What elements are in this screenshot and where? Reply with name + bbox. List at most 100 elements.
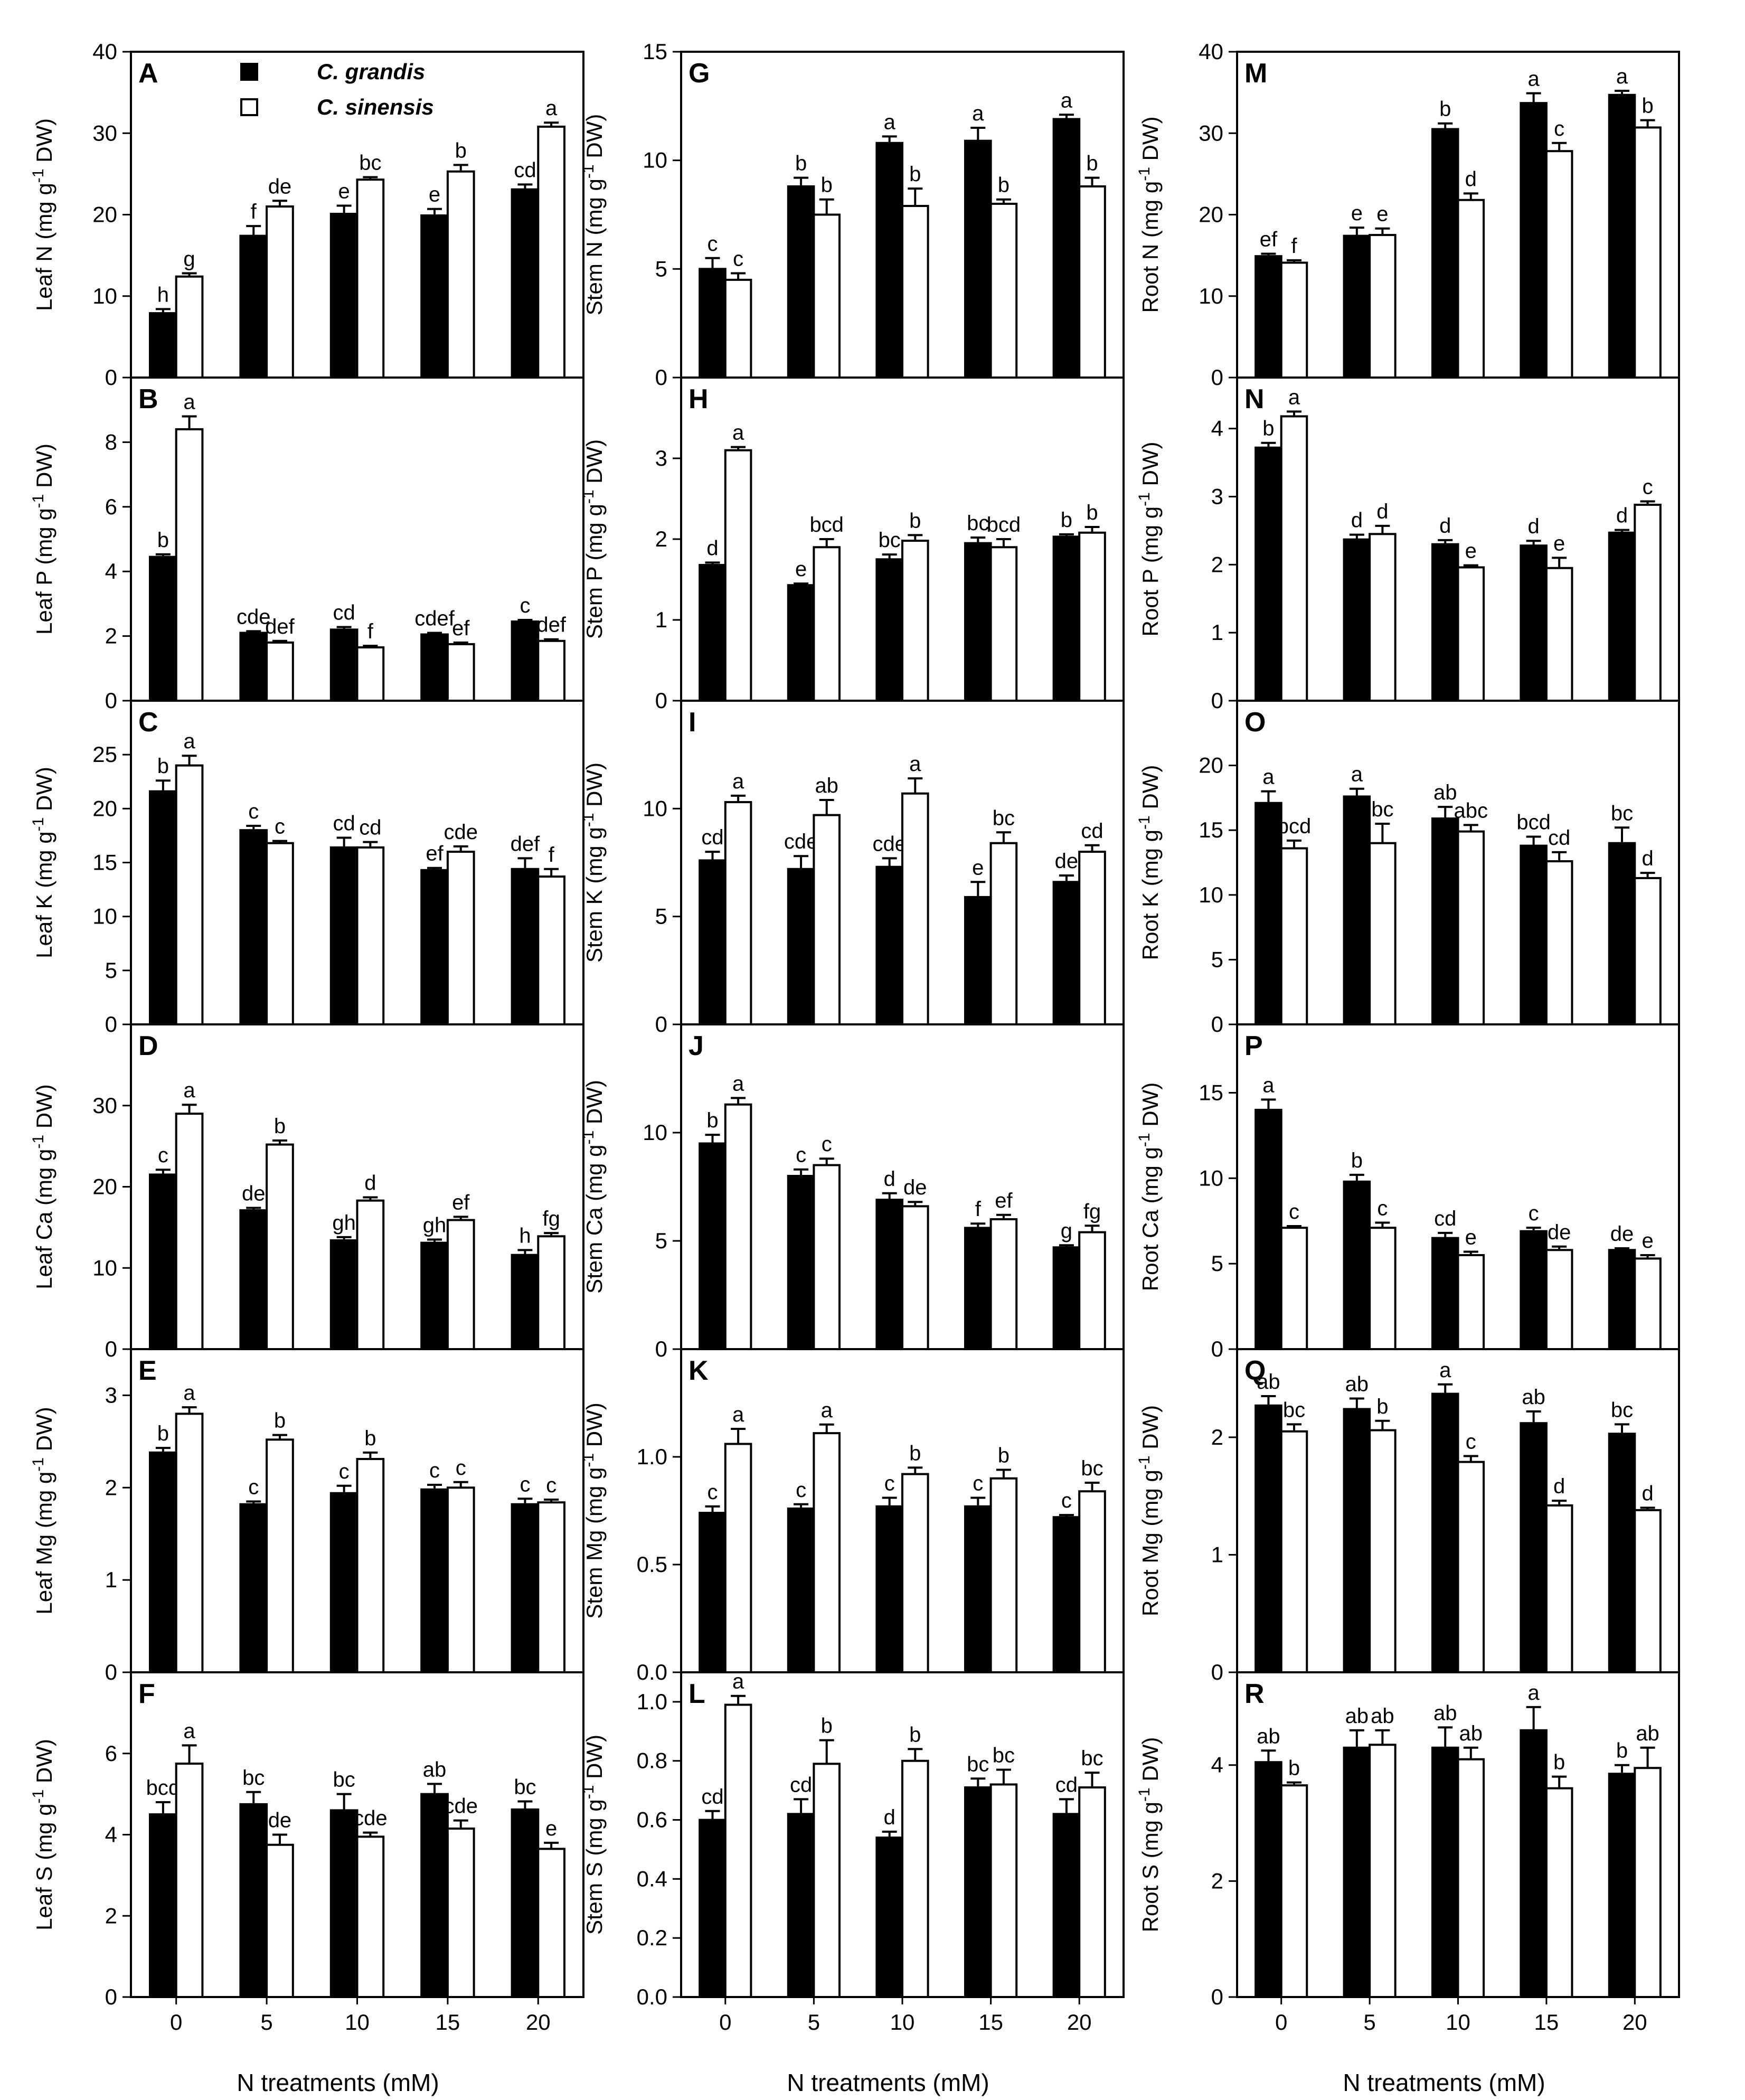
panel-n-bar-s2-5: [1369, 533, 1397, 702]
panel-c-bar-s1-20: [511, 868, 540, 1025]
panel-b-ytick-label-1: 2: [105, 624, 117, 648]
panel-q-ytick-label-0: 0: [1211, 1660, 1223, 1684]
panel-c-letter-s2-20: f: [549, 843, 555, 867]
panel-g-letter-s2-10: b: [909, 163, 921, 186]
panel-f-bar-s2-5: [266, 1843, 294, 1998]
panel-k-bar-s2-20: [1078, 1490, 1106, 1674]
panel-r-letter-s2-20: ab: [1636, 1722, 1659, 1745]
panel-l-ytick-label-0: 0.0: [637, 1984, 667, 2009]
panel-m-bar-s1-20: [1608, 93, 1636, 379]
panel-j-letter-s1-20: g: [1061, 1219, 1072, 1242]
panel-i-letter-s1-5: cde: [784, 830, 818, 853]
panel-o-letter-s2-0: bcd: [1277, 815, 1312, 838]
legend-swatch-c-grandis: [240, 63, 258, 81]
panel-f-letter-s2-10: cde: [353, 1807, 388, 1830]
panel-g-bar-s2-15: [989, 202, 1018, 379]
panel-q-letter-s1-5: ab: [1345, 1372, 1369, 1396]
panel-q-ylabel: Root Mg (mg g-1 DW): [1136, 1405, 1163, 1616]
panel-l-letter-s1-20: cd: [1055, 1773, 1078, 1796]
panel-f-ytick-label-1: 2: [105, 1903, 117, 1928]
panel-k-bar-s2-10: [901, 1473, 929, 1673]
panel-j-letter-s2-20: fg: [1083, 1200, 1101, 1223]
panel-h-letter-s2-10: b: [909, 509, 921, 532]
panel-m-ytick-label-3: 30: [1199, 120, 1223, 145]
panel-m-ytick-label-0: 0: [1211, 365, 1223, 390]
panel-j-ytick-label-0: 0: [655, 1336, 667, 1361]
panel-n-ytick-label-3: 3: [1211, 484, 1223, 508]
panel-n-bar-s2-10: [1457, 566, 1485, 702]
panel-g-bar-s2-10: [901, 205, 929, 379]
panel-l-letter-s1-15: bc: [967, 1753, 989, 1776]
panel-b-bar-s2-20: [537, 639, 566, 702]
panel-l-xtick-label-10: 10: [890, 2010, 915, 2035]
panel-a-ytick-label-3: 30: [92, 120, 117, 145]
panel-q-bar-s2-20: [1634, 1509, 1662, 1673]
panel-c-bar-s1-10: [329, 846, 359, 1025]
panel-h-ytick-label-3: 3: [655, 446, 667, 470]
panel-h-letter-s1-20: b: [1061, 508, 1072, 532]
panel-o-letter-s2-10: abc: [1454, 799, 1488, 822]
panel-h-bar-s2-15: [989, 546, 1018, 702]
panel-e-bar-s1-20: [511, 1503, 540, 1673]
panel-r-bar-s1-15: [1520, 1729, 1548, 1999]
panel-o-bar-s1-5: [1343, 795, 1371, 1025]
panel-g-letter-s1-0: c: [707, 232, 718, 256]
panel-a-bar-s1-0: [148, 312, 177, 379]
panel-g-bar-s2-5: [813, 213, 841, 379]
panel-q-letter-s1-20: bc: [1611, 1398, 1633, 1421]
panel-k-letter-s2-5: a: [821, 1399, 833, 1422]
panel-n-letter-s2-15: e: [1553, 532, 1565, 555]
panel-p-letter-s2-20: e: [1642, 1229, 1653, 1253]
panel-e-bar-s1-5: [239, 1503, 268, 1673]
x-axis-title-col1: N treatments (mM): [237, 2069, 439, 2096]
panel-b-bar-s1-20: [511, 620, 540, 702]
panel-h-bar-s1-0: [699, 563, 727, 702]
panel-o-bar-s2-10: [1457, 830, 1485, 1025]
panel-g-letter-s2-15: b: [998, 174, 1010, 197]
panel-a-bar-s2-10: [356, 178, 385, 379]
panel-p-bar-s1-15: [1520, 1230, 1548, 1351]
panel-a-ytick-label-0: 0: [105, 365, 117, 390]
panel-r-bar-s2-15: [1545, 1787, 1573, 1998]
panel-d-letter-s2-20: fg: [542, 1207, 560, 1230]
panel-g-bar-s1-10: [875, 142, 903, 379]
panel-e-bar-s2-5: [266, 1438, 294, 1674]
panel-a-bar-s2-15: [446, 170, 475, 379]
panel-b-bar-s2-0: [175, 428, 204, 702]
panel-i-bar-s2-0: [724, 801, 752, 1026]
panel-j-bar-s1-10: [875, 1199, 903, 1351]
panel-n-letter-s2-20: c: [1643, 475, 1653, 498]
panel-h-ytick-label-2: 2: [655, 526, 667, 551]
panel-r-bar-s1-10: [1431, 1746, 1459, 1998]
panel-a-letter-s2-10: bc: [359, 152, 381, 175]
panel-k-letter-s1-15: c: [973, 1472, 983, 1495]
panel-n-letter-s1-10: d: [1439, 514, 1451, 538]
panel-f-letter-s1-10: bc: [333, 1768, 355, 1792]
panel-b-bar-s1-10: [329, 628, 359, 702]
panel-n-letter-s1-0: b: [1262, 417, 1274, 440]
panel-d-ylabel: Leaf Ca (mg g-1 DW): [30, 1084, 56, 1289]
panel-h-letter-s1-5: e: [795, 558, 807, 581]
panel-d-ytick-label-2: 20: [92, 1174, 117, 1199]
panel-f-xtick-label-10: 10: [345, 2010, 370, 2035]
panel-q-letter-s2-5: b: [1376, 1395, 1388, 1418]
panel-e-ytick-label-0: 0: [105, 1660, 117, 1684]
panel-r-xtick-label-20: 20: [1623, 2010, 1647, 2035]
panel-o-bar-s1-20: [1608, 842, 1636, 1025]
panel-j-ytick-label-1: 5: [655, 1228, 667, 1253]
panel-f-letter-s2-0: a: [183, 1719, 195, 1743]
panel-f-xtick-label-20: 20: [526, 2010, 551, 2035]
panel-q-bar-s1-0: [1254, 1404, 1282, 1673]
panel-i-letter-s1-20: de: [1055, 850, 1079, 873]
panel-e-letter-s1-10: c: [339, 1460, 350, 1483]
panel-e-letter-s2-0: a: [183, 1381, 195, 1405]
panel-m-ytick-label-4: 40: [1199, 39, 1223, 64]
panel-e-letter-s1-0: b: [157, 1422, 169, 1445]
panel-p-bar-s1-10: [1431, 1237, 1459, 1350]
panel-j-ytick-label-2: 10: [643, 1120, 667, 1145]
panel-f-letter-s1-5: bc: [242, 1766, 265, 1790]
